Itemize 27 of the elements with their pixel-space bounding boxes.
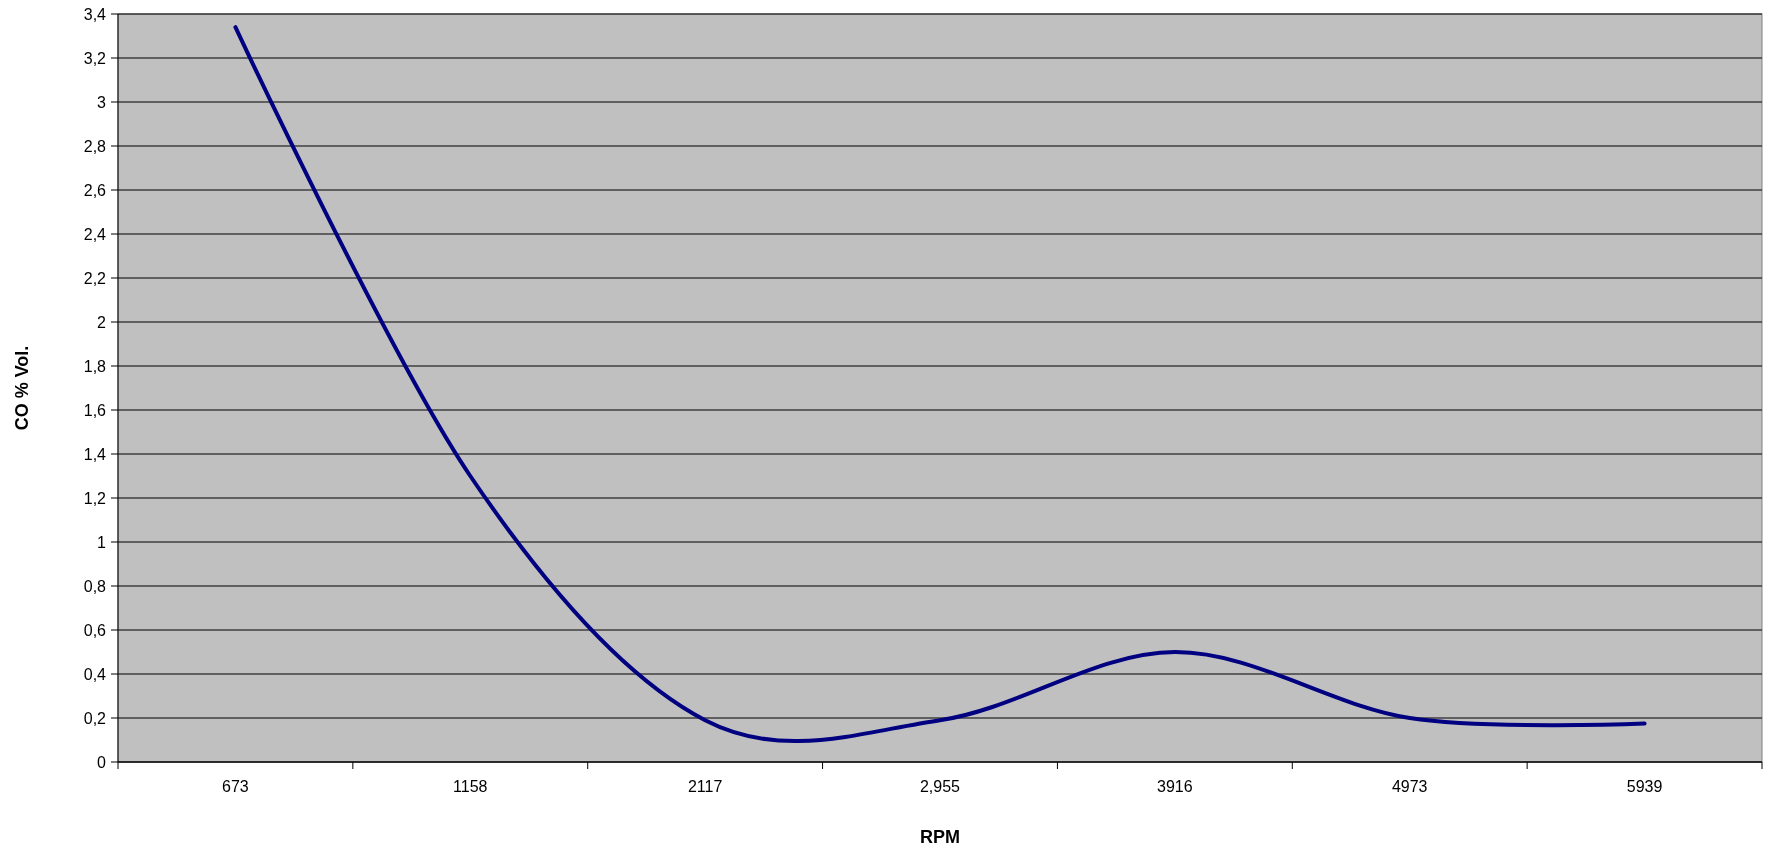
y-tick-label: 1,8 (83, 357, 107, 375)
y-tick-label: 1,2 (83, 489, 107, 507)
x-tick-label: 673 (222, 778, 249, 795)
y-tick-label: 1,4 (83, 445, 107, 463)
y-tick-label: 0 (97, 753, 107, 771)
x-tick-label: 2117 (687, 778, 723, 795)
y-tick-label: 2,6 (83, 181, 107, 199)
y-tick-label: 0,6 (83, 621, 107, 639)
x-tick-label: 1158 (453, 778, 488, 795)
x-axis-title: RPM (920, 827, 960, 847)
y-tick-label: 0,2 (83, 709, 107, 727)
y-tick-label: 2,8 (83, 137, 107, 155)
x-tick-label: 4973 (1391, 778, 1428, 795)
y-tick-label: 0,4 (83, 665, 107, 683)
y-tick-label: 2 (97, 313, 107, 331)
y-tick-label: 2,4 (83, 225, 107, 243)
y-tick-label: 3,4 (83, 5, 107, 23)
y-tick-label: 1 (97, 533, 107, 551)
x-tick-label: 3916 (1157, 778, 1193, 795)
y-axis-title: CO % Vol. (12, 345, 32, 431)
y-tick-label: 2,2 (83, 269, 107, 287)
y-tick-label: 3,2 (83, 49, 107, 67)
y-tick-label: 3 (97, 93, 107, 111)
x-tick-label: 5939 (1626, 778, 1663, 795)
y-tick-label: 1,6 (83, 401, 107, 419)
y-tick-label: 0,8 (83, 577, 107, 595)
x-tick-label: 2,955 (919, 778, 961, 795)
